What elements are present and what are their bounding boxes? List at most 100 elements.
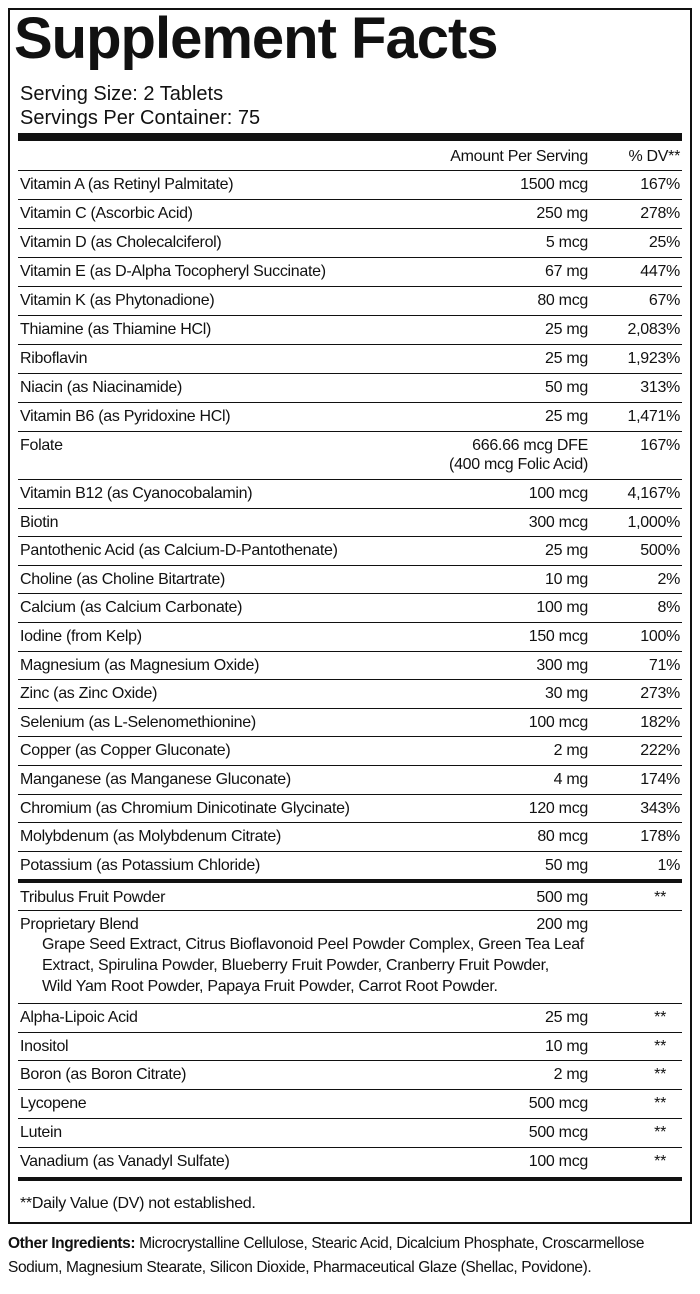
nutrient-name: Vanadium (as Vanadyl Sulfate) (20, 1152, 230, 1170)
daily-value: ** (654, 1037, 666, 1055)
nutrient-name: Copper (as Copper Gluconate) (20, 742, 231, 760)
daily-value: 167% (640, 176, 680, 193)
nutrient-name: Inositol (20, 1037, 69, 1055)
amount: 500 mcg (528, 1095, 589, 1113)
amount: 25 mg (545, 542, 588, 560)
amount: 25 mg (545, 1009, 588, 1026)
label-box (8, 8, 692, 1224)
blend-ingredients: Wild Yam Root Powder, Papaya Fruit Powde… (42, 978, 498, 995)
daily-value: 500% (640, 542, 680, 560)
nutrient-name: Vitamin C (Ascorbic Acid) (20, 205, 193, 222)
amount: 300 mcg (528, 513, 589, 531)
nutrient-name: Vitamin B6 (as Pyridoxine HCl) (20, 408, 231, 425)
nutrient-name: Proprietary Blend (20, 916, 139, 933)
nutrient-name: Thiamine (as Thiamine HCl) (20, 321, 212, 338)
amount: 4 mg (553, 771, 589, 788)
nutrient-name: Selenium (as L-Selenomethionine) (20, 713, 256, 731)
nutrient-name: Vitamin A (as Retinyl Palmitate) (20, 176, 234, 193)
amount: 2 mg (553, 742, 589, 760)
amount-note: (400 mcg Folic Acid) (449, 456, 588, 473)
daily-value: ** (654, 1095, 666, 1113)
daily-value: 71% (648, 656, 680, 674)
column-header: % DV** (628, 148, 680, 165)
serving-size: Serving Size: 2 Tablets (20, 83, 224, 105)
row-rule (18, 765, 682, 766)
nutrient-name: Vitamin D (as Cholecalciferol) (20, 234, 222, 251)
row-rule (18, 479, 682, 480)
daily-value: 2% (657, 570, 680, 588)
row-rule (18, 564, 682, 566)
amount: 50 mg (545, 379, 588, 396)
other-ingredients-label: Other Ingredients: (8, 1235, 136, 1252)
amount: 25 mg (545, 350, 588, 367)
amount: 80 mcg (537, 828, 588, 846)
blend-ingredients: Grape Seed Extract, Citrus Bioflavonoid … (42, 936, 584, 953)
row-rule (18, 850, 682, 852)
servings-per-container: Servings Per Container: 75 (20, 107, 261, 129)
row-rule (18, 286, 682, 287)
row-rule (18, 1060, 682, 1062)
amount: 500 mg (536, 889, 588, 906)
amount: 500 mcg (528, 1123, 589, 1141)
daily-value: 100% (640, 628, 680, 645)
amount: 300 mg (536, 656, 588, 674)
nutrient-name: Biotin (20, 513, 59, 531)
row-rule (18, 707, 682, 709)
amount: 67 mg (545, 263, 588, 280)
nutrient-name: Lycopene (20, 1095, 87, 1113)
nutrient-name: Riboflavin (20, 350, 88, 367)
thick-rule (18, 1177, 682, 1181)
daily-value: 25% (648, 234, 680, 251)
daily-value: 313% (640, 379, 680, 396)
amount: 100 mcg (528, 1152, 589, 1170)
nutrient-name: Calcium (as Calcium Carbonate) (20, 599, 243, 617)
row-rule (18, 736, 682, 738)
amount: 10 mg (545, 570, 588, 588)
amount: 100 mcg (528, 485, 589, 502)
row-rule (18, 170, 682, 171)
nutrient-name: Vitamin E (as D-Alpha Tocopheryl Succina… (20, 263, 326, 280)
amount: 666.66 mcg DFE (472, 437, 588, 454)
other-ingredients-text: Microcrystalline Cellulose, Stearic Acid… (8, 1235, 645, 1276)
amount: 1500 mcg (520, 176, 588, 193)
nutrient-name: Choline (as Choline Bitartrate) (20, 570, 226, 588)
row-rule (18, 1089, 682, 1091)
row-rule (18, 373, 682, 374)
amount: 100 mcg (528, 713, 589, 731)
row-rule (18, 507, 682, 509)
nutrient-name: Chromium (as Chromium Dinicotinate Glyci… (20, 799, 350, 817)
other-ingredients: Other Ingredients: Microcrystalline Cell… (8, 1232, 698, 1280)
daily-value: ** (654, 1152, 666, 1170)
amount: 5 mcg (545, 234, 588, 251)
nutrient-name: Tribulus Fruit Powder (20, 889, 166, 906)
row-rule (18, 315, 682, 316)
daily-value: 8% (657, 599, 680, 617)
nutrient-name: Molybdenum (as Molybdenum Citrate) (20, 828, 282, 846)
amount: 50 mg (545, 856, 588, 874)
row-rule (18, 1146, 682, 1148)
nutrient-name: Magnesium (as Magnesium Oxide) (20, 656, 260, 674)
amount: 25 mg (545, 408, 588, 425)
row-rule (18, 257, 682, 258)
amount: 80 mcg (537, 292, 588, 309)
title: Supplement Facts (14, 6, 499, 71)
daily-value: 273% (640, 685, 680, 703)
daily-value: 178% (640, 828, 680, 846)
daily-value: 174% (640, 771, 680, 788)
daily-value: 4,167% (627, 485, 681, 502)
thick-rule (18, 133, 682, 141)
row-rule (18, 344, 682, 345)
daily-value: 1,471% (627, 408, 681, 425)
nutrient-name: Niacin (as Niacinamide) (20, 379, 183, 396)
daily-value: ** (654, 1009, 666, 1026)
daily-value: ** (654, 889, 666, 906)
amount: 30 mg (545, 685, 588, 703)
daily-value: 1,923% (627, 350, 681, 367)
row-rule (18, 536, 682, 538)
amount: 250 mg (536, 205, 588, 222)
row-rule (18, 1003, 682, 1004)
blend-ingredients: Extract, Spirulina Powder, Blueberry Fru… (42, 957, 549, 974)
row-rule (18, 622, 682, 623)
daily-value: 1,000% (627, 513, 681, 531)
